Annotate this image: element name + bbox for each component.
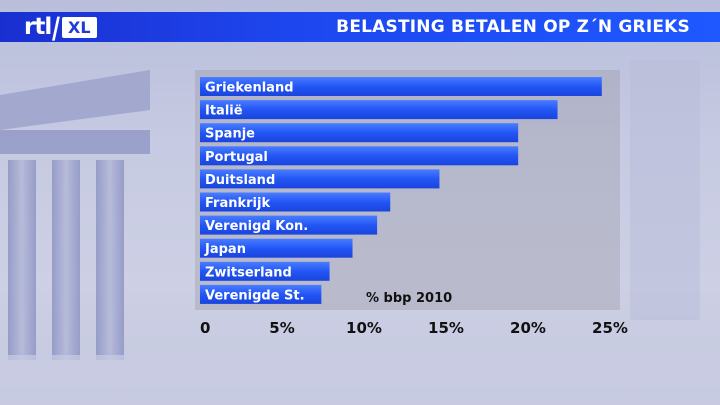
title-bar [0, 12, 720, 42]
x-tick-label: 15% [428, 319, 464, 337]
bar-duitsland [200, 169, 440, 189]
bar-itali- [200, 100, 558, 120]
bar-griekenland [200, 77, 602, 96]
units-note: % bbp 2010 [366, 291, 452, 306]
bar-zwitserland [200, 261, 330, 281]
bar-label: Griekenland [205, 81, 294, 96]
logo-brand: rtl [24, 14, 52, 40]
bar-label: Verenigde St. [205, 288, 305, 303]
bar-label: Portugal [205, 150, 268, 165]
logo-sub: XL [62, 16, 97, 38]
bar-label: Duitsland [205, 173, 275, 188]
bar-portugal [200, 146, 519, 166]
x-tick-label: 5% [269, 319, 294, 337]
bar-label: Japan [204, 242, 246, 257]
bar-japan [200, 238, 353, 258]
x-tick-label: 20% [510, 319, 546, 337]
bar-frankrijk [200, 192, 391, 212]
bar-label: Spanje [205, 127, 255, 142]
channel-logo: rtl | XL [24, 12, 97, 42]
bar-label: Verenigd Kon. [205, 219, 308, 234]
chart-title: BELASTING BETALEN OP Z´N GRIEKS [336, 17, 690, 37]
bar-label: Italië [205, 104, 243, 119]
bar-label: Frankrijk [205, 196, 270, 211]
bar-verenigd-kon- [200, 215, 378, 235]
x-tick-label: 10% [346, 319, 382, 337]
bar-label: Zwitserland [205, 265, 292, 280]
bar-spanje [200, 123, 519, 143]
x-tick-label: 25% [592, 319, 628, 337]
x-tick-label: 0 [200, 319, 210, 337]
bar-verenigde-st- [200, 284, 322, 304]
